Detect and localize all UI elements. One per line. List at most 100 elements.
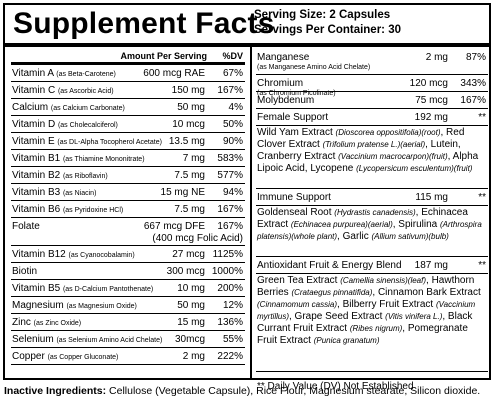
nutrient-name: Vitamin B1 (as Thiamine Mononitrate)	[12, 153, 145, 164]
botanical-name: (Arthrospira platensis)(whole plant)	[257, 220, 482, 241]
nutrient-dv: 136%	[217, 317, 243, 328]
nutrient-dv: 167%	[217, 85, 243, 96]
nutrient-name: Vitamin B12 (as Cyanocobalamin)	[12, 249, 135, 260]
botanical-name: (Allium sativum)(bulb)	[371, 232, 449, 241]
nutrient-source: (as Niacin)	[62, 190, 97, 197]
nutrient-amount: 75 mcg	[415, 95, 448, 106]
nutrient-amount: 50 mg	[177, 300, 205, 311]
serving-size: Serving Size: 2 Capsules	[254, 9, 391, 21]
nutrient-source: (as Cholecalciferol)	[57, 122, 118, 129]
nutrient-amount: 187 mg	[414, 260, 448, 271]
nutrient-dv: 12%	[222, 300, 243, 311]
nutrient-row: Vitamin B3 (as Niacin) 15 mg NE 94%	[11, 184, 245, 201]
dv-header: %DV	[222, 51, 243, 61]
nutrient-row: Vitamin C (as Ascorbic Acid) 150 mg 167%	[11, 82, 245, 99]
botanical-name: (Hydrastis canadensis)	[334, 208, 416, 217]
nutrient-amount: 10 mg	[177, 283, 205, 294]
nutrient-row: Female Support 192 mg **	[256, 109, 488, 126]
inactive-text: Cellulose (Vegetable Capsule), Rice Flou…	[106, 385, 481, 397]
nutrient-source: (as Chromium Picolinate)	[257, 90, 336, 97]
nutrient-row: Vitamin B1 (as Thiamine Mononitrate) 7 mg…	[11, 150, 245, 167]
blend-ingredients: Wild Yam Extract (Dioscorea oppositifoli…	[257, 127, 479, 174]
nutrient-amount: 10 mcg	[172, 119, 205, 130]
nutrient-row: Calcium (as Calcium Carbonate) 50 mg 4%	[11, 99, 245, 116]
nutrient-name: Immune Support	[257, 192, 331, 203]
nutrient-source: (as Ascorbic Acid)	[57, 88, 114, 95]
nutrient-name: Chromium	[257, 78, 304, 89]
nutrient-amount: 7 mg	[182, 153, 205, 164]
amount-header: Amount Per Serving	[120, 51, 207, 61]
nutrient-row: Biotin 300 mcg 1000%	[11, 263, 245, 280]
nutrient-dv: 1125%	[212, 249, 243, 260]
column-headers: Amount Per Serving %DV	[11, 49, 245, 65]
nutrient-name: Selenium (as Selenium Amino Acid Chelate…	[12, 334, 163, 345]
nutrient-dv: 343%	[460, 78, 486, 89]
nutrient-rows: Vitamin A (as Beta-Carotene) 600 mcg RAE 6…	[11, 65, 245, 365]
column-divider	[250, 47, 252, 378]
nutrient-name: Magnesium (as Magnesium Oxide)	[12, 300, 137, 311]
nutrient-name: Molybdenum	[257, 95, 315, 106]
nutrient-amount: 15 mg	[177, 317, 205, 328]
nutrient-source: (as Manganese Amino Acid Chelate)	[257, 64, 371, 71]
nutrient-amount-note: (400 mcg Folic Acid)	[152, 233, 243, 244]
nutrient-name: Vitamin B5 (as D-Calcium Pantothenate)	[12, 283, 154, 294]
nutrient-name: Vitamin D (as Cholecalciferol)	[12, 119, 118, 130]
botanical-name: (Dioscorea oppositifolia)(root)	[335, 128, 441, 137]
antioxidant-blend-ingredients: Green Tea Extract (Camellia sinensis)(le…	[256, 274, 488, 372]
nutrient-amount: 667 mcg DFE	[143, 221, 205, 232]
nutrient-amount: 13.5 mg	[168, 136, 205, 147]
nutrient-row: Zinc (as Zinc Oxide) 15 mg 136%	[11, 314, 245, 331]
nutrient-amount: 7.5 mg	[174, 170, 205, 181]
nutrient-name: Antioxidant Fruit & Energy Blend	[257, 260, 402, 271]
botanical-name: (Vaccinium macrocarpon)(fruit)	[338, 152, 448, 161]
nutrient-dv: **	[478, 112, 486, 123]
blend-ingredients: Green Tea Extract (Camellia sinensis)(le…	[257, 275, 481, 346]
nutrient-source: (as D-Calcium Pantothenate)	[62, 286, 154, 293]
nutrient-dv: 50%	[222, 119, 243, 130]
nutrient-name: Folate	[12, 221, 40, 232]
nutrient-row: Magnesium (as Magnesium Oxide) 50 mg 12%	[11, 297, 245, 314]
nutrient-dv: 90%	[222, 136, 243, 147]
nutrient-name: Vitamin E (as DL-Alpha Tocopherol Acetat…	[12, 136, 162, 147]
nutrient-row: Chromium (as Chromium Picolinate) 120 mcg 3…	[256, 75, 488, 97]
nutrient-row: Vitamin E (as DL-Alpha Tocopherol Acetat…	[11, 133, 245, 150]
botanical-name: (Vitis vinifera L.)	[385, 312, 443, 321]
nutrient-dv: 4%	[228, 102, 243, 113]
nutrient-name: Manganese	[257, 52, 310, 63]
nutrient-name: Calcium (as Calcium Carbonate)	[12, 102, 125, 113]
nutrient-source: (as Selenium Amino Acid Chelate)	[56, 337, 163, 344]
nutrient-amount: 15 mg NE	[160, 187, 205, 198]
nutrient-dv: 167%	[217, 204, 243, 215]
nutrient-amount: 7.5 mg	[174, 204, 205, 215]
nutrient-source: (as Zinc Oxide)	[33, 320, 82, 327]
inactive-label: Inactive Ingredients:	[4, 385, 107, 397]
nutrient-row: Selenium (as Selenium Amino Acid Chelate…	[11, 331, 245, 348]
supplement-facts-panel: Supplement Facts Serving Size: 2 Capsule…	[3, 3, 491, 392]
header-rule	[5, 43, 489, 47]
nutrient-row: Molybdenum 75 mcg 167%	[256, 92, 488, 109]
nutrient-dv: 222%	[217, 351, 243, 362]
nutrient-row: Vitamin B5 (as D-Calcium Pantothenate) 10…	[11, 280, 245, 297]
nutrient-source: (as Magnesium Oxide)	[66, 303, 137, 310]
nutrient-dv: 577%	[217, 170, 243, 181]
nutrient-dv: 583%	[217, 153, 243, 164]
nutrient-source: (as DL-Alpha Tocopherol Acetate)	[57, 139, 162, 146]
nutrient-name: Vitamin C (as Ascorbic Acid)	[12, 85, 114, 96]
nutrient-row: Vitamin B6 (as Pyridoxine HCl) 7.5 mg 167%	[11, 201, 245, 218]
nutrient-row: Immune Support 115 mg **	[256, 189, 488, 206]
nutrient-amount: 600 mcg RAE	[143, 68, 205, 79]
nutrient-name: Vitamin B2 (as Riboflavin)	[12, 170, 108, 181]
nutrient-source: (as Calcium Carbonate)	[50, 105, 125, 112]
nutrient-dv: **	[478, 192, 486, 203]
nutrient-dv: 87%	[465, 52, 486, 63]
nutrient-row: Vitamin D (as Cholecalciferol) 10 mcg 50%	[11, 116, 245, 133]
nutrient-dv: 55%	[222, 334, 243, 345]
nutrient-name: Vitamin A (as Beta-Carotene)	[12, 68, 116, 79]
female-support-ingredients: Wild Yam Extract (Dioscorea oppositifoli…	[256, 126, 488, 189]
nutrient-source: (as Beta-Carotene)	[56, 71, 116, 78]
nutrient-name: Vitamin B6 (as Pyridoxine HCl)	[12, 204, 124, 215]
nutrient-dv: 167%	[217, 221, 243, 232]
nutrient-amount: 192 mg	[414, 112, 448, 123]
dv-footnote: ** Daily Value (DV) Not Established	[257, 381, 414, 392]
botanical-name: (Punica granatum)	[313, 336, 380, 345]
